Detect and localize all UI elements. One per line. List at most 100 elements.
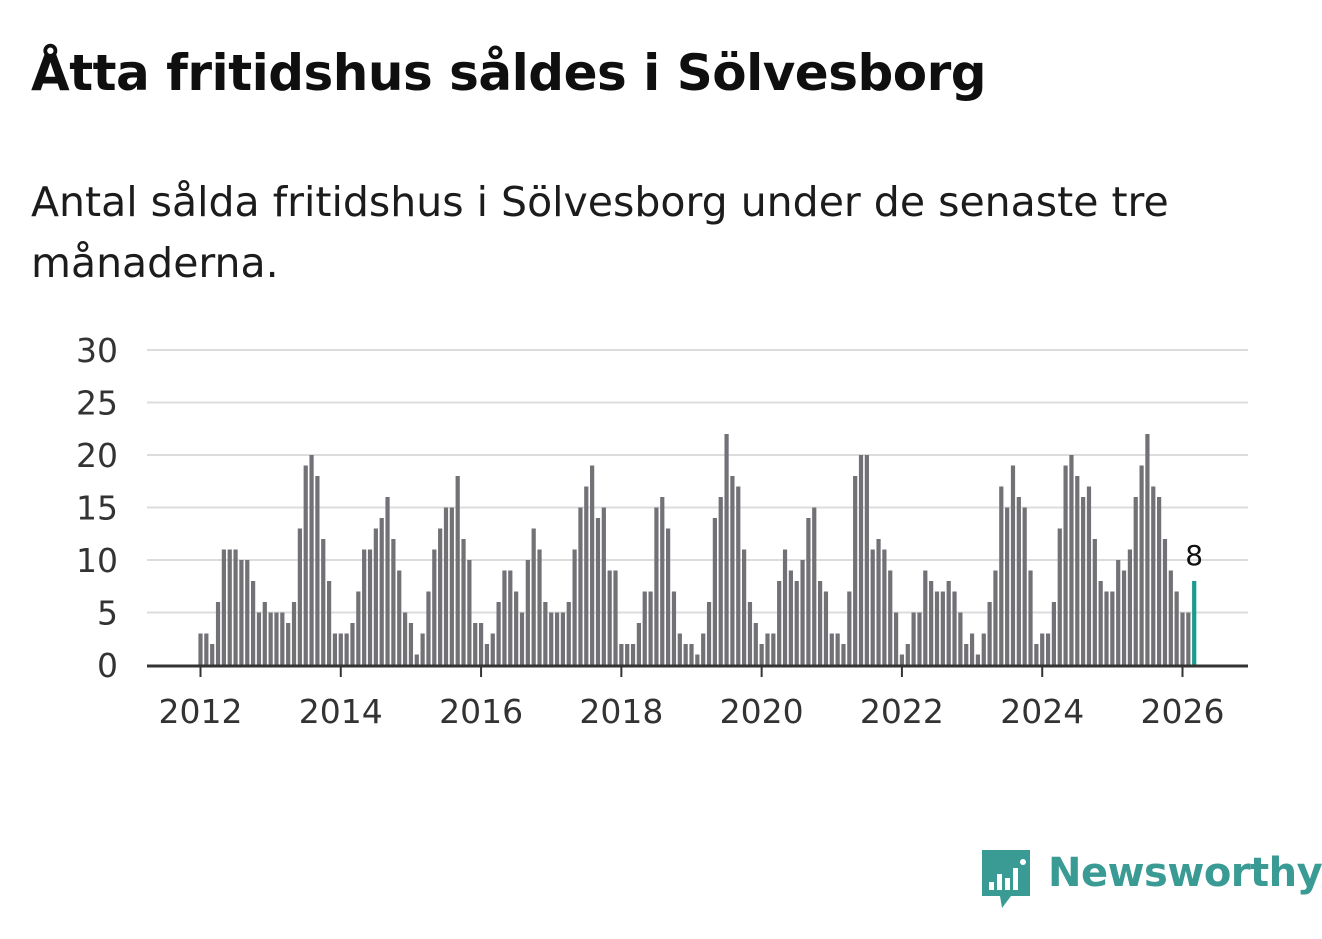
bar <box>806 518 811 665</box>
bar <box>438 528 443 665</box>
bar <box>1063 465 1068 665</box>
bar <box>823 591 829 665</box>
bar <box>274 612 279 665</box>
bar <box>1086 486 1092 665</box>
bar <box>420 633 425 665</box>
bar <box>367 549 373 665</box>
bar <box>876 539 881 665</box>
bar <box>221 549 226 665</box>
bar <box>227 549 232 665</box>
bar <box>286 623 291 665</box>
bar <box>829 633 834 665</box>
bar <box>478 623 484 665</box>
bar <box>338 633 343 665</box>
bar <box>215 602 221 665</box>
data-labels: 8 <box>1185 539 1203 572</box>
bar <box>777 581 782 665</box>
bar <box>1133 497 1138 665</box>
bar <box>835 633 840 665</box>
bar <box>630 644 636 665</box>
bar <box>958 612 963 665</box>
bar <box>1157 497 1162 665</box>
bar <box>1034 644 1039 665</box>
bar <box>654 507 659 665</box>
bar <box>344 633 349 665</box>
bar <box>531 528 536 665</box>
y-tick-label: 20 <box>76 436 118 475</box>
bar <box>671 591 677 665</box>
bar <box>595 518 601 665</box>
bar <box>940 591 945 665</box>
bar <box>607 570 612 665</box>
x-tick-label: 2016 <box>439 692 523 731</box>
bar <box>584 486 589 665</box>
bar <box>303 465 308 665</box>
bar <box>251 581 256 665</box>
bar <box>765 633 770 665</box>
bar <box>893 612 899 665</box>
bar <box>467 560 472 665</box>
bar <box>297 528 302 665</box>
bar <box>899 654 905 665</box>
bar <box>853 476 858 665</box>
bar <box>1016 497 1021 665</box>
bar <box>1104 591 1109 665</box>
chart-subtitle: Antal sålda fritidshus i Sölvesborg unde… <box>31 178 1169 287</box>
bar <box>689 644 694 665</box>
bar <box>210 644 215 665</box>
bar <box>812 507 817 665</box>
bar <box>666 528 671 665</box>
bar <box>817 581 823 665</box>
bar-chart: 0 5 10 15 20 25 30 2012 2014 2016 2018 2020 2022 202… <box>76 331 1248 731</box>
bar <box>321 539 326 665</box>
bar <box>414 654 419 665</box>
bar <box>636 623 641 665</box>
highlighted-bar-label: 8 <box>1185 539 1203 572</box>
bar <box>537 549 542 665</box>
newsworthy-logo-icon <box>982 850 1030 908</box>
bar <box>1151 486 1156 665</box>
bar <box>1116 560 1121 665</box>
bar <box>642 591 647 665</box>
bar <box>356 591 361 665</box>
bar <box>1069 455 1074 665</box>
bar <box>882 549 887 665</box>
bar <box>239 560 244 665</box>
bar <box>1098 581 1103 665</box>
y-tick-label: 15 <box>76 489 118 528</box>
bar <box>1075 476 1080 665</box>
bar <box>1162 539 1168 665</box>
bar <box>543 602 548 665</box>
x-tick-label: 2020 <box>720 692 804 731</box>
bar <box>712 518 717 665</box>
bar <box>1127 549 1132 665</box>
bar <box>332 633 338 665</box>
bar <box>771 633 776 665</box>
x-tick-label: 2012 <box>159 692 243 731</box>
bar <box>490 633 495 665</box>
bar <box>572 549 577 665</box>
bar <box>385 497 390 665</box>
bar <box>408 623 414 665</box>
bar <box>502 570 507 665</box>
bar <box>1168 570 1173 665</box>
bar <box>484 644 490 665</box>
bar <box>1022 507 1027 665</box>
bar <box>1051 602 1057 665</box>
bar <box>280 612 285 665</box>
bar <box>350 623 355 665</box>
bar <box>905 644 910 665</box>
brand-name: Newsworthy <box>1048 850 1322 896</box>
bar <box>198 633 203 665</box>
bar <box>268 612 273 665</box>
bar <box>706 602 712 665</box>
bar <box>619 644 624 665</box>
bar <box>1057 528 1062 665</box>
bar <box>975 654 981 665</box>
bar <box>870 549 875 665</box>
x-axis: 2012 2014 2016 2018 2020 2022 2024 2026 <box>147 664 1248 731</box>
y-tick-label: 0 <box>97 646 118 685</box>
chart-title: Åtta fritidshus såldes i Sölvesborg <box>31 44 987 102</box>
bar <box>782 549 788 665</box>
bar <box>934 591 940 665</box>
